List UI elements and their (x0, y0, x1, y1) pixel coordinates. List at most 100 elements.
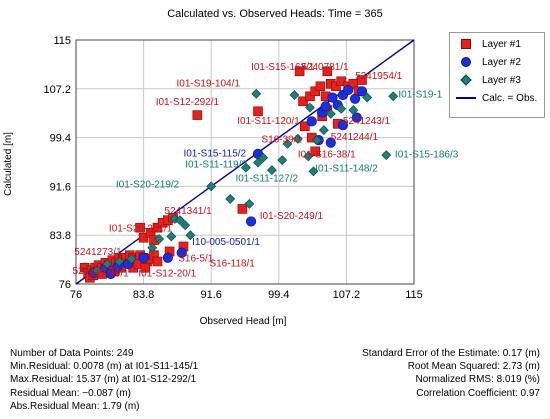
legend-label: Layer #1 (482, 38, 521, 50)
stat-abs-residual-mean: Abs.Residual Mean: 1.79 (m) (10, 400, 140, 412)
layer-1-point (310, 146, 321, 157)
legend-label: Layer #2 (482, 56, 521, 68)
layer-3-point (388, 91, 399, 102)
layer-3-point (282, 138, 293, 149)
layer-3-point (185, 230, 196, 241)
point-label: I01-S20-249/1 (260, 211, 324, 222)
layer-2-point (245, 216, 257, 227)
layer-1-point (299, 121, 310, 132)
layer-3-point (175, 215, 185, 226)
stat-max-residual: Max.Residual: 15.37 (m) at I01-S12-292/1 (10, 374, 197, 386)
stat-residual-mean: Residual Mean: −0.087 (m) (10, 387, 131, 399)
point-label: I01-S19-104/1 (177, 78, 241, 89)
point-label: I01-S11-119/2 (185, 160, 247, 171)
layer-2-point (337, 119, 349, 131)
y-tick-label: 107.2 (43, 84, 71, 96)
layer-2-point (325, 137, 336, 148)
data-points (79, 66, 399, 283)
layer-1-point (298, 96, 308, 107)
y-tick-label: 83.8 (50, 230, 71, 242)
chart-title: Calculated vs. Observed Heads: Time = 36… (167, 8, 383, 20)
layer-2-point (306, 116, 317, 127)
layer-3-point (312, 135, 322, 146)
error-stats: Standard Error of the Estimate: 0.17 (m)… (362, 347, 540, 400)
layer-3-point (289, 90, 300, 100)
y-axis-label: Calculated [m] (3, 132, 14, 196)
layer-1-point (152, 256, 163, 267)
layer-2-point (351, 112, 362, 123)
point-label: S16-39/1 (261, 135, 302, 146)
point-label: 5241341/1 (164, 206, 212, 217)
point-label: 5241244/1 (331, 132, 379, 143)
x-axis-label: Observed Head [m] (200, 316, 287, 327)
layer-3-point (303, 151, 314, 162)
point-label: I01-S15-163/1 (251, 62, 315, 73)
layer-3-point (258, 152, 269, 163)
point-label: I01-S12-292/1 (156, 97, 220, 108)
layer-3-point (225, 193, 236, 204)
layer-2-point (176, 247, 187, 258)
layer-2-point (343, 84, 354, 96)
layer-1-point (315, 81, 326, 92)
layer-1-point (357, 75, 367, 85)
point-label: I01-S16-38/1 (298, 150, 356, 161)
layer-2-point (162, 252, 173, 263)
point-label: 5241273/1 (74, 247, 122, 258)
point-label: I01-S19-1 (398, 90, 442, 101)
point-label: I10-005-0501/1 (192, 237, 260, 248)
layer-1-point (192, 110, 203, 120)
stat-data-points: Number of Data Points: 249 (10, 348, 134, 359)
x-tick-label: 76 (70, 289, 82, 301)
point-label: I01-S15-115/2 (183, 148, 246, 159)
layer-1-point (138, 232, 149, 243)
layer-3-point (244, 198, 255, 209)
point-label: 5240781/1 (301, 62, 349, 73)
layer-2-point (105, 268, 116, 280)
stat-normalized-rms: Normalized RMS: 8.019 (%) (415, 374, 540, 386)
stat-min-residual: Min.Residual: 0.0078 (m) at I01-S11-145/… (10, 361, 199, 373)
layer-1-point (152, 222, 163, 233)
layer-3-point (348, 105, 359, 115)
point-label: I01-S11-120/1 (237, 116, 300, 127)
layer-3-point (180, 220, 191, 231)
legend-label: Layer #3 (482, 74, 521, 86)
stat-rms: Root Mean Squared: 2.73 (m) (407, 361, 540, 373)
layer-1-point (135, 222, 145, 233)
plot-frame (75, 39, 415, 285)
layer-2-point (138, 252, 149, 263)
line-marker-icon (456, 91, 478, 105)
point-label: S17-20/1 (88, 268, 129, 279)
layer-3-point (325, 108, 336, 119)
layer-2-point (349, 93, 361, 104)
layer-3-point (292, 133, 303, 144)
layer-1-point (294, 66, 305, 77)
point-label: I01-S15-186/3 (395, 150, 459, 161)
point-label: 5241954/1 (355, 71, 403, 82)
point-label: 5241247/1 (73, 266, 121, 277)
legend-item-layer-1: Layer #1 (456, 37, 521, 51)
point-label: I01-S11-127/2 (235, 173, 298, 184)
scatter-chart: Calculated vs. Observed Heads: Time = 36… (3, 8, 459, 327)
y-tick-label: 99.4 (50, 133, 71, 145)
layer-3-point (253, 157, 263, 168)
x-tick-label: 83.8 (133, 289, 154, 301)
residual-stats: Number of Data Points: 249 Min.Residual:… (10, 347, 198, 413)
point-label: S16-5/1 (178, 253, 213, 264)
layer-3-point (266, 165, 277, 176)
layer-3-point (305, 102, 315, 113)
layer-3-point (381, 150, 392, 161)
legend-label: Calc. = Obs. (482, 92, 538, 104)
layer-1-point (140, 262, 151, 273)
x-tick-label: 91.6 (200, 289, 221, 301)
layer-3-point (91, 265, 102, 276)
circle-marker-icon (456, 55, 478, 69)
layer-3-point (251, 88, 262, 99)
y-tick-label: 115 (53, 35, 71, 47)
legend-item-layer-3: Layer #3 (456, 73, 521, 87)
layer-1-point (310, 86, 321, 97)
layer-3-point (166, 231, 177, 242)
layer-3-point (126, 254, 137, 264)
square-marker-icon (456, 37, 478, 51)
